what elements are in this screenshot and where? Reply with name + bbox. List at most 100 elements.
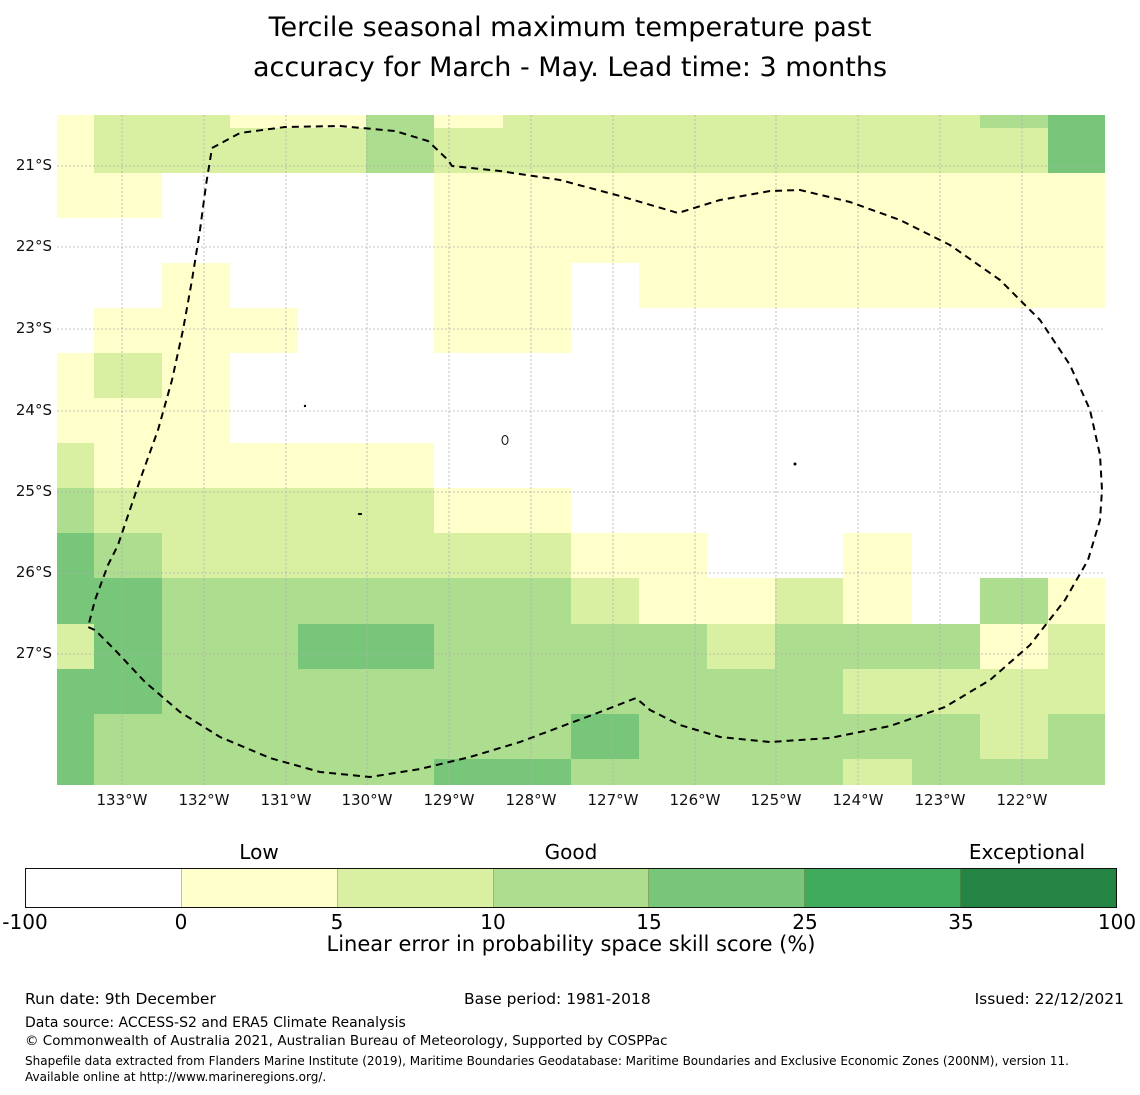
- x-tick-label: 123°W: [914, 791, 966, 809]
- heatmap-cell: [843, 714, 912, 759]
- x-tick-label: 129°W: [423, 791, 475, 809]
- x-tick-label: 128°W: [505, 791, 557, 809]
- heatmap-cell: [843, 263, 912, 308]
- heatmap-cell: [912, 263, 980, 308]
- heatmap-cell: [503, 714, 571, 759]
- heatmap-cell: [434, 759, 503, 785]
- heatmap-cell: [298, 488, 366, 533]
- heatmap-cell: [434, 669, 503, 714]
- heatmap-cell: [503, 263, 571, 308]
- heatmap-cell: [366, 624, 434, 669]
- heatmap-cell: [639, 533, 707, 578]
- heatmap-cell: [775, 759, 843, 785]
- heatmap-cell: [571, 669, 639, 714]
- heatmap-cell: [57, 578, 94, 624]
- heatmap-cell: [639, 578, 707, 624]
- island-mark: [303, 404, 307, 408]
- heatmap-cell: [162, 624, 230, 669]
- colorbar-tick-label: 5: [330, 910, 344, 934]
- heatmap-cell: [843, 115, 912, 128]
- heatmap-cell: [57, 398, 94, 443]
- heatmap-cell: [298, 624, 366, 669]
- colorbar-segment: [337, 869, 494, 907]
- colorbar-axis-label: Linear error in probability space skill …: [326, 932, 816, 956]
- heatmap-cell: [912, 759, 980, 785]
- heatmap-cell: [775, 128, 843, 173]
- heatmap-cell: [980, 578, 1048, 624]
- heatmap-cell: [57, 669, 94, 714]
- heatmap-cell: [162, 128, 230, 173]
- chart-title: Tercile seasonal maximum temperature pas…: [0, 8, 1140, 88]
- colorbar-segment: [805, 869, 962, 907]
- heatmap-cell: [1048, 714, 1105, 759]
- colorbar-zone-labels: Low Good Exceptional: [25, 840, 1117, 866]
- heatmap-cell: [707, 115, 775, 128]
- heatmap-cell: [1048, 669, 1105, 714]
- heatmap-cell: [775, 263, 843, 308]
- x-tick-label: 132°W: [178, 791, 230, 809]
- heatmap-cell: [366, 759, 434, 785]
- heatmap-cell: [1048, 128, 1105, 173]
- heatmap-cell: [571, 759, 639, 785]
- heatmap-cell: [912, 173, 980, 218]
- colorbar-segment: [493, 869, 650, 907]
- copyright-text: © Commonwealth of Australia 2021, Austra…: [25, 1033, 668, 1049]
- heatmap-cell: [57, 128, 94, 173]
- heatmap-cell: [843, 669, 912, 714]
- heatmap-cell: [230, 488, 298, 533]
- heatmap-cell: [94, 308, 162, 353]
- heatmap-cell: [94, 578, 162, 624]
- heatmap-cell: [1048, 624, 1105, 669]
- heatmap-cell: [503, 128, 571, 173]
- heatmap-cell: [434, 218, 503, 263]
- heatmap-cell: [230, 128, 298, 173]
- heatmap-cell: [230, 669, 298, 714]
- heatmap-cell: [775, 669, 843, 714]
- heatmap-cell: [57, 759, 94, 785]
- heatmap-cell: [57, 624, 94, 669]
- heatmap-cell: [980, 218, 1048, 263]
- heatmap-cell: [571, 624, 639, 669]
- colorbar-segment: [649, 869, 806, 907]
- colorbar-zone-label: Low: [239, 840, 279, 864]
- heatmap-cell: [94, 624, 162, 669]
- heatmap-cell: [162, 308, 230, 353]
- heatmap-cell: [571, 115, 639, 128]
- colorbar-tick-label: 100: [1097, 910, 1137, 934]
- heatmap-cell: [162, 263, 230, 308]
- heatmap-cell: [94, 353, 162, 398]
- heatmap-cell: [434, 263, 503, 308]
- heatmap-cell: [503, 624, 571, 669]
- x-tick-label: 125°W: [750, 791, 802, 809]
- heatmap-cell: [94, 669, 162, 714]
- heatmap-cell: [775, 714, 843, 759]
- heatmap-cell: [230, 443, 298, 488]
- heatmap-cell: [775, 218, 843, 263]
- heatmap-cell: [639, 115, 707, 128]
- heatmap-cell: [162, 759, 230, 785]
- heatmap-cell: [298, 128, 366, 173]
- heatmap-cell: [707, 263, 775, 308]
- heatmap-cell: [298, 443, 366, 488]
- eez-boundary-line: [87, 125, 1103, 778]
- graticule-gridlines: [57, 115, 1105, 785]
- heatmap-cell: [298, 714, 366, 759]
- heatmap-cell: [366, 443, 434, 488]
- heatmap-cell: [843, 624, 912, 669]
- island-mark: [501, 435, 509, 445]
- colorbar-tick-label: 35: [948, 910, 974, 934]
- heatmap-cell: [1048, 578, 1105, 624]
- heatmap-cell: [571, 128, 639, 173]
- heatmap-cell: [230, 308, 298, 353]
- heatmap-cell: [843, 173, 912, 218]
- heatmap-cell: [1048, 759, 1105, 785]
- heatmap-cell: [94, 759, 162, 785]
- heatmap-cell: [1048, 218, 1105, 263]
- heatmap-cell: [94, 398, 162, 443]
- issued-date-text: Issued: 22/12/2021: [974, 990, 1124, 1008]
- heatmap-cell: [434, 308, 503, 353]
- heatmap-cell: [1048, 173, 1105, 218]
- colorbar-tick-label: 0: [174, 910, 188, 934]
- heatmap-cell: [503, 488, 571, 533]
- chart-title-line1: Tercile seasonal maximum temperature pas…: [268, 12, 872, 43]
